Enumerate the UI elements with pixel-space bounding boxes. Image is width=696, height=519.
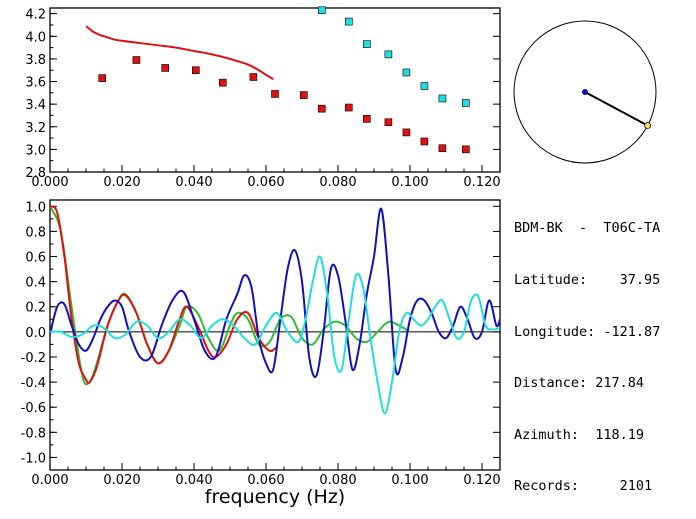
bot-green-curve (50, 205, 411, 386)
top-red-marker (161, 64, 169, 72)
bot-y-tick-label: 0.8 (25, 225, 46, 240)
bot-y-tick-label: 0.4 (25, 276, 46, 291)
top-red-marker (402, 128, 411, 137)
dispersion-frame (49, 7, 501, 173)
longitude-value: -121.87 (603, 323, 661, 340)
station-dot (582, 89, 588, 95)
top-red-marker (317, 104, 326, 113)
azimuth-circle (513, 20, 657, 164)
longitude-label: Longitude: (514, 323, 596, 340)
top-x-tick-label: 0.060 (247, 175, 284, 190)
azimuth-label: Azimuth: (514, 426, 580, 443)
station-pair-text: BDM-BK - T06C-TA (514, 220, 661, 237)
azimuth-dial (513, 20, 657, 164)
distance-label: Distance: (514, 375, 588, 392)
records-label: Records: (514, 478, 580, 495)
bot-x-tick-label: 0.100 (391, 473, 428, 488)
top-red-marker (132, 56, 141, 64)
azimuth-row: Azimuth: 118.19 (514, 427, 660, 444)
top-red-marker (192, 66, 200, 75)
distance-value: 217.84 (595, 375, 645, 392)
distance-row: Distance: 217.84 (514, 375, 660, 392)
top-red-marker (249, 73, 258, 81)
top-y-tick-label: 3.6 (25, 76, 46, 91)
top-cyan-marker (344, 17, 353, 26)
bot-y-tick-label: 0.2 (25, 301, 46, 316)
top-y-tick-label: 3.0 (25, 143, 46, 158)
top-red-marker (461, 145, 470, 154)
top-y-tick-label: 3.4 (25, 98, 46, 113)
bot-x-tick-label: 0.040 (175, 473, 212, 488)
records-value: 2101 (619, 478, 653, 495)
correlation-panel: 0.000 0.020 0.040 0.060 0.080 0.100 0.120 -1.0 -… (21, 199, 501, 488)
azimuth-endpoint (644, 122, 651, 129)
top-red-marker (438, 144, 447, 153)
top-cyan-marker (420, 82, 429, 90)
x-axis-title: frequency (Hz) (205, 486, 345, 508)
top-y-tick-label: 4.2 (25, 8, 46, 23)
bot-x-tick-label: 0.020 (103, 473, 140, 488)
top-red-marker (344, 103, 353, 112)
dispersion-panel: 0.000 0.020 0.040 0.060 0.080 0.100 0.120 2.8 3.… (25, 6, 501, 190)
bot-y-tick-label: -0.6 (21, 401, 46, 416)
records-row: Records: 2101 (514, 478, 660, 495)
bot-y-tick-label: -0.2 (21, 351, 46, 366)
azimuth-line (584, 91, 649, 127)
bot-x-tick-label: 0.000 (31, 473, 68, 488)
top-y-tick-label: 2.8 (25, 166, 46, 181)
top-red-marker (299, 91, 308, 99)
top-red-curve (85, 25, 274, 81)
bot-y-tick-label: -0.8 (21, 426, 46, 441)
top-x-tick-label: 0.040 (175, 175, 212, 190)
bot-blue-curve (50, 207, 500, 378)
top-x-tick-label: 0.020 (103, 175, 140, 190)
top-y-tick-label: 4.0 (25, 30, 46, 45)
top-cyan-marker (402, 68, 411, 77)
top-x-tick-label: 0.120 (463, 175, 500, 190)
top-red-marker (271, 90, 279, 98)
top-red-marker (362, 115, 371, 123)
bot-cyan-curve (50, 255, 500, 415)
correlation-frame (49, 199, 501, 471)
bot-x-tick-label: 0.060 (247, 473, 284, 488)
top-cyan-marker (438, 94, 447, 103)
latitude-value: 37.95 (619, 272, 661, 288)
top-red-marker (384, 118, 393, 127)
top-x-tick-label: 0.000 (31, 175, 68, 190)
top-cyan-marker (461, 99, 470, 107)
top-y-tick-label: 3.2 (25, 121, 46, 136)
latitude-row: Latitude: 37.95 (514, 272, 660, 289)
top-cyan-marker (362, 40, 371, 48)
bot-red-curve (50, 205, 278, 385)
top-y-tick-label: 3.8 (25, 53, 46, 68)
latitude-label: Latitude: (514, 272, 588, 288)
bot-y-tick-label: 0.6 (25, 251, 46, 266)
top-red-marker (420, 137, 429, 146)
bot-y-tick-label: -1.0 (21, 451, 46, 466)
top-cyan-marker (384, 50, 393, 59)
top-red-marker (98, 74, 106, 82)
bot-y-tick-label: 1.0 (25, 200, 46, 215)
top-x-tick-label: 0.100 (391, 175, 428, 190)
bot-x-tick-label: 0.120 (463, 473, 500, 488)
azimuth-value: 118.19 (595, 426, 645, 443)
longitude-row: Longitude: -121.87 (514, 324, 660, 341)
bot-y-tick-label: -0.4 (21, 376, 46, 391)
bot-y-tick-label: 0.0 (25, 326, 46, 341)
top-cyan-marker (317, 6, 326, 15)
top-red-marker (219, 78, 227, 87)
station-info: BDM-BK - T06C-TA Latitude: 37.95 Longitu… (514, 186, 660, 513)
top-x-tick-label: 0.080 (319, 175, 356, 190)
station-pair: BDM-BK - T06C-TA (514, 220, 660, 237)
bot-x-tick-label: 0.080 (319, 473, 356, 488)
